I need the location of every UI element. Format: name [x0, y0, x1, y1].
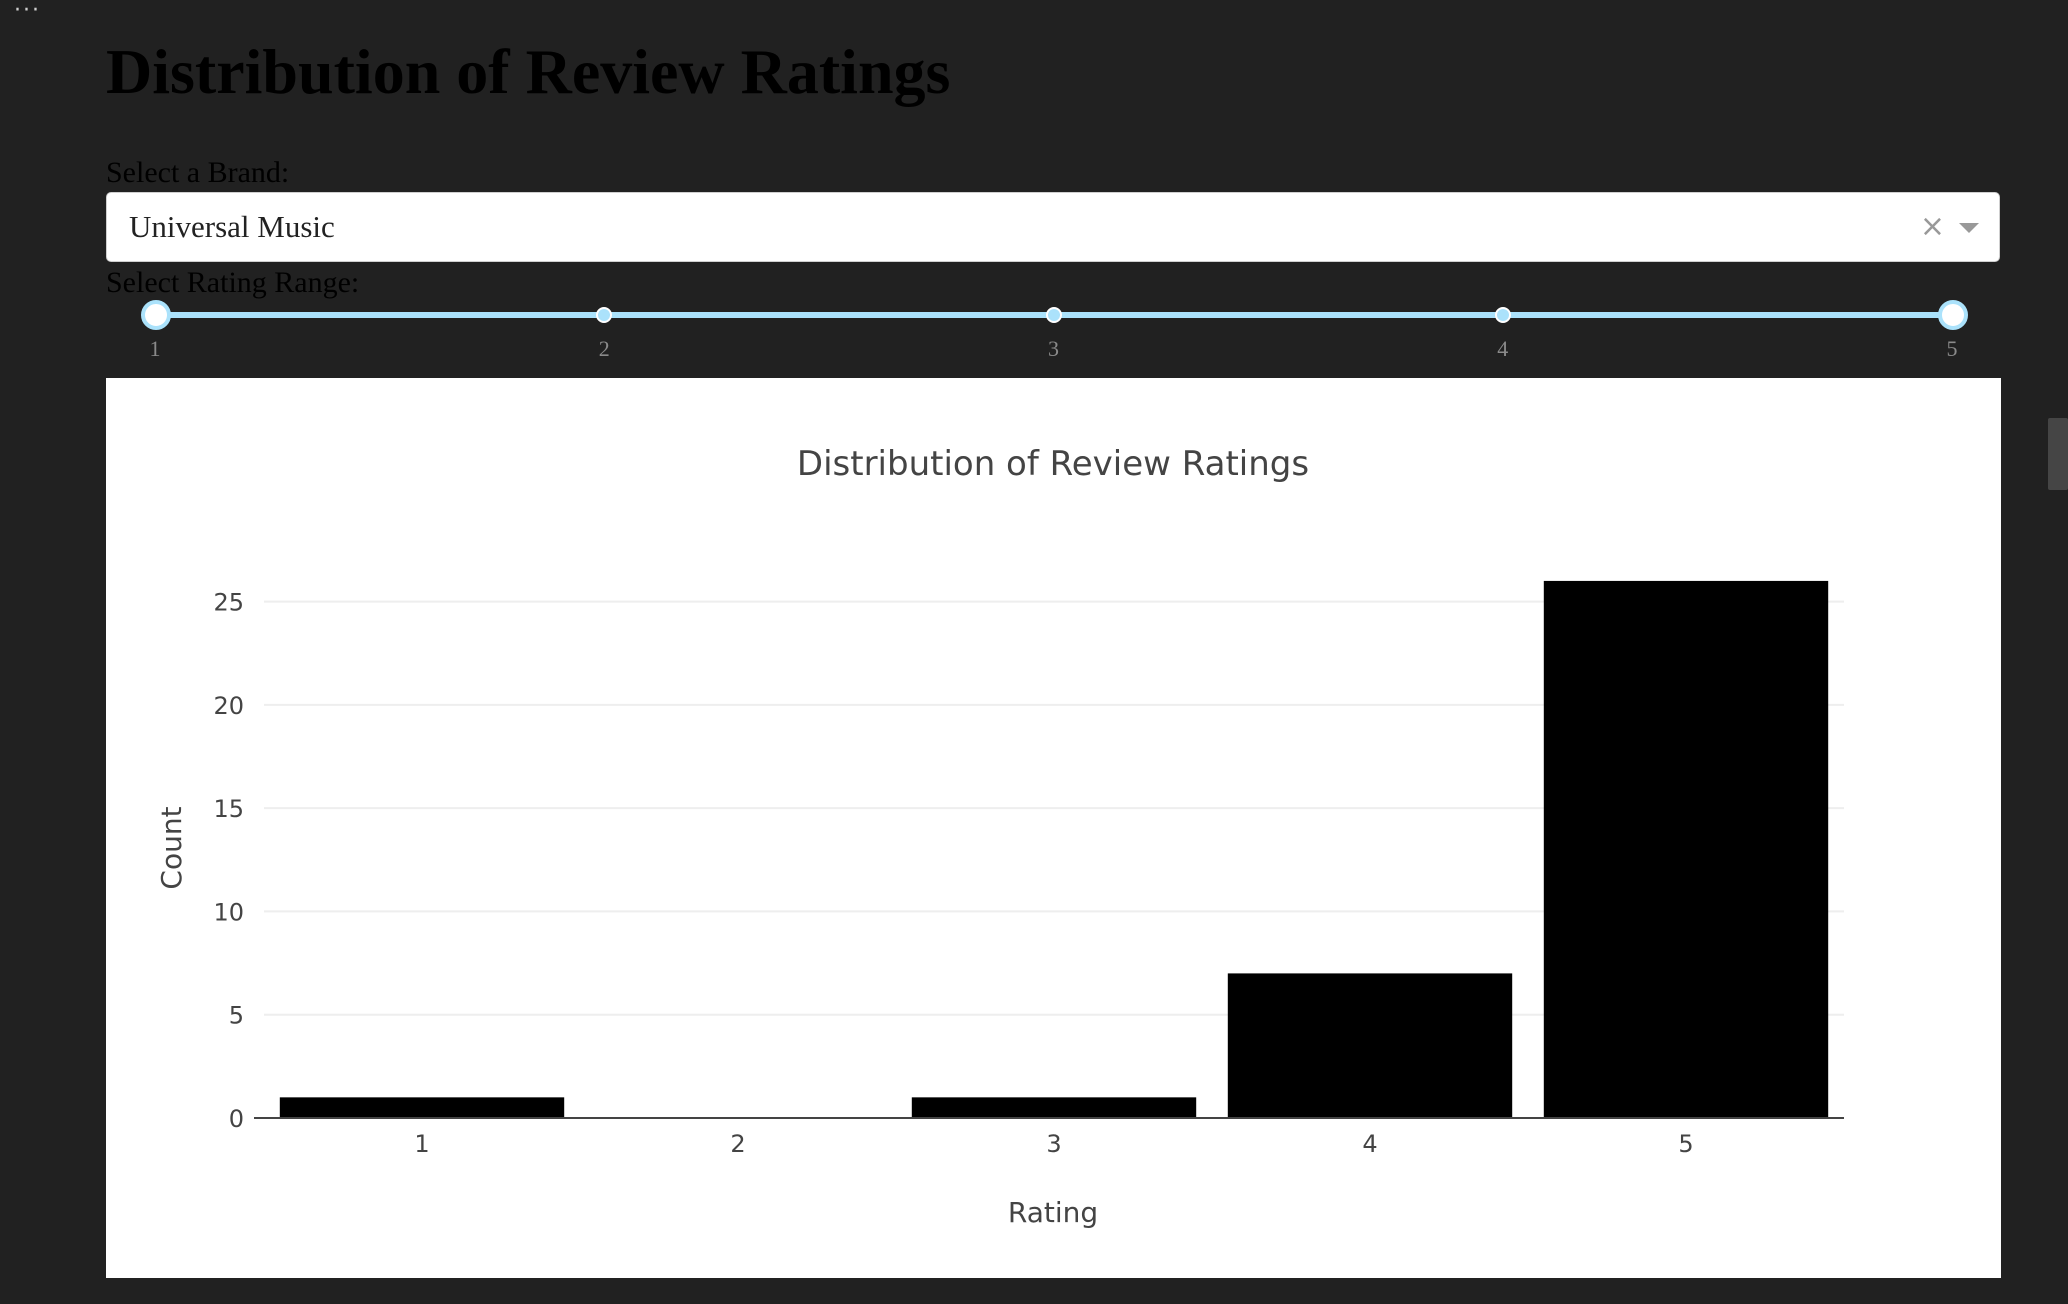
slider-mark-label: 2 — [598, 336, 610, 361]
y-tick-label: 25 — [213, 589, 244, 617]
y-tick-label: 0 — [229, 1105, 244, 1133]
x-tick-label: 4 — [1362, 1130, 1377, 1158]
bar-rating-1[interactable] — [279, 1097, 565, 1118]
x-tick-label: 3 — [1046, 1130, 1061, 1158]
range-handle-min[interactable] — [141, 300, 171, 330]
slider-mark-label: 5 — [1946, 336, 1958, 361]
ratings-chart: Distribution of Review Ratings 0 5 10 15 20 2… — [106, 378, 2001, 1278]
clear-icon[interactable]: × — [1919, 209, 1945, 244]
slider-mark-label: 4 — [1497, 336, 1509, 361]
x-tick-label: 2 — [730, 1130, 745, 1158]
chevron-down-icon[interactable] — [1959, 223, 1979, 233]
y-tick-label: 5 — [229, 1002, 244, 1030]
brand-dropdown[interactable]: Universal Music × — [106, 192, 2000, 262]
range-handle-max[interactable] — [1938, 300, 1968, 330]
bar-rating-5[interactable] — [1543, 580, 1829, 1118]
y-axis-title: Count — [155, 806, 188, 889]
page-title: Distribution of Review Ratings — [106, 36, 951, 107]
y-tick-label: 15 — [213, 795, 244, 823]
slider-step-dot[interactable] — [1045, 307, 1062, 323]
bar-rating-4[interactable] — [1227, 973, 1513, 1118]
y-tick-label: 10 — [213, 898, 244, 926]
x-axis-title: Rating — [1008, 1196, 1098, 1229]
x-tick-label: 1 — [414, 1130, 429, 1158]
slider-step-dot[interactable] — [596, 307, 613, 323]
rating-range-label: Select Rating Range: — [106, 266, 360, 299]
rating-range-slider[interactable]: 1 2 3 4 5 — [141, 300, 1968, 361]
bar-rating-3[interactable] — [911, 1097, 1197, 1118]
brand-select-label: Select a Brand: — [106, 156, 290, 189]
slider-step-dot[interactable] — [1494, 307, 1511, 323]
scrollbar-thumb[interactable] — [2048, 418, 2068, 490]
chart-title: Distribution of Review Ratings — [797, 444, 1309, 484]
ratings-bar-chart: Distribution of Review Ratings 051015202… — [155, 444, 1844, 1229]
slider-mark-label: 3 — [1048, 336, 1059, 361]
slider-mark-label: 1 — [149, 336, 161, 361]
more-horizontal-icon[interactable]: ··· — [14, 0, 41, 23]
brand-dropdown-value: Universal Music — [129, 209, 335, 244]
y-tick-label: 20 — [213, 692, 244, 720]
x-tick-label: 5 — [1678, 1130, 1693, 1158]
